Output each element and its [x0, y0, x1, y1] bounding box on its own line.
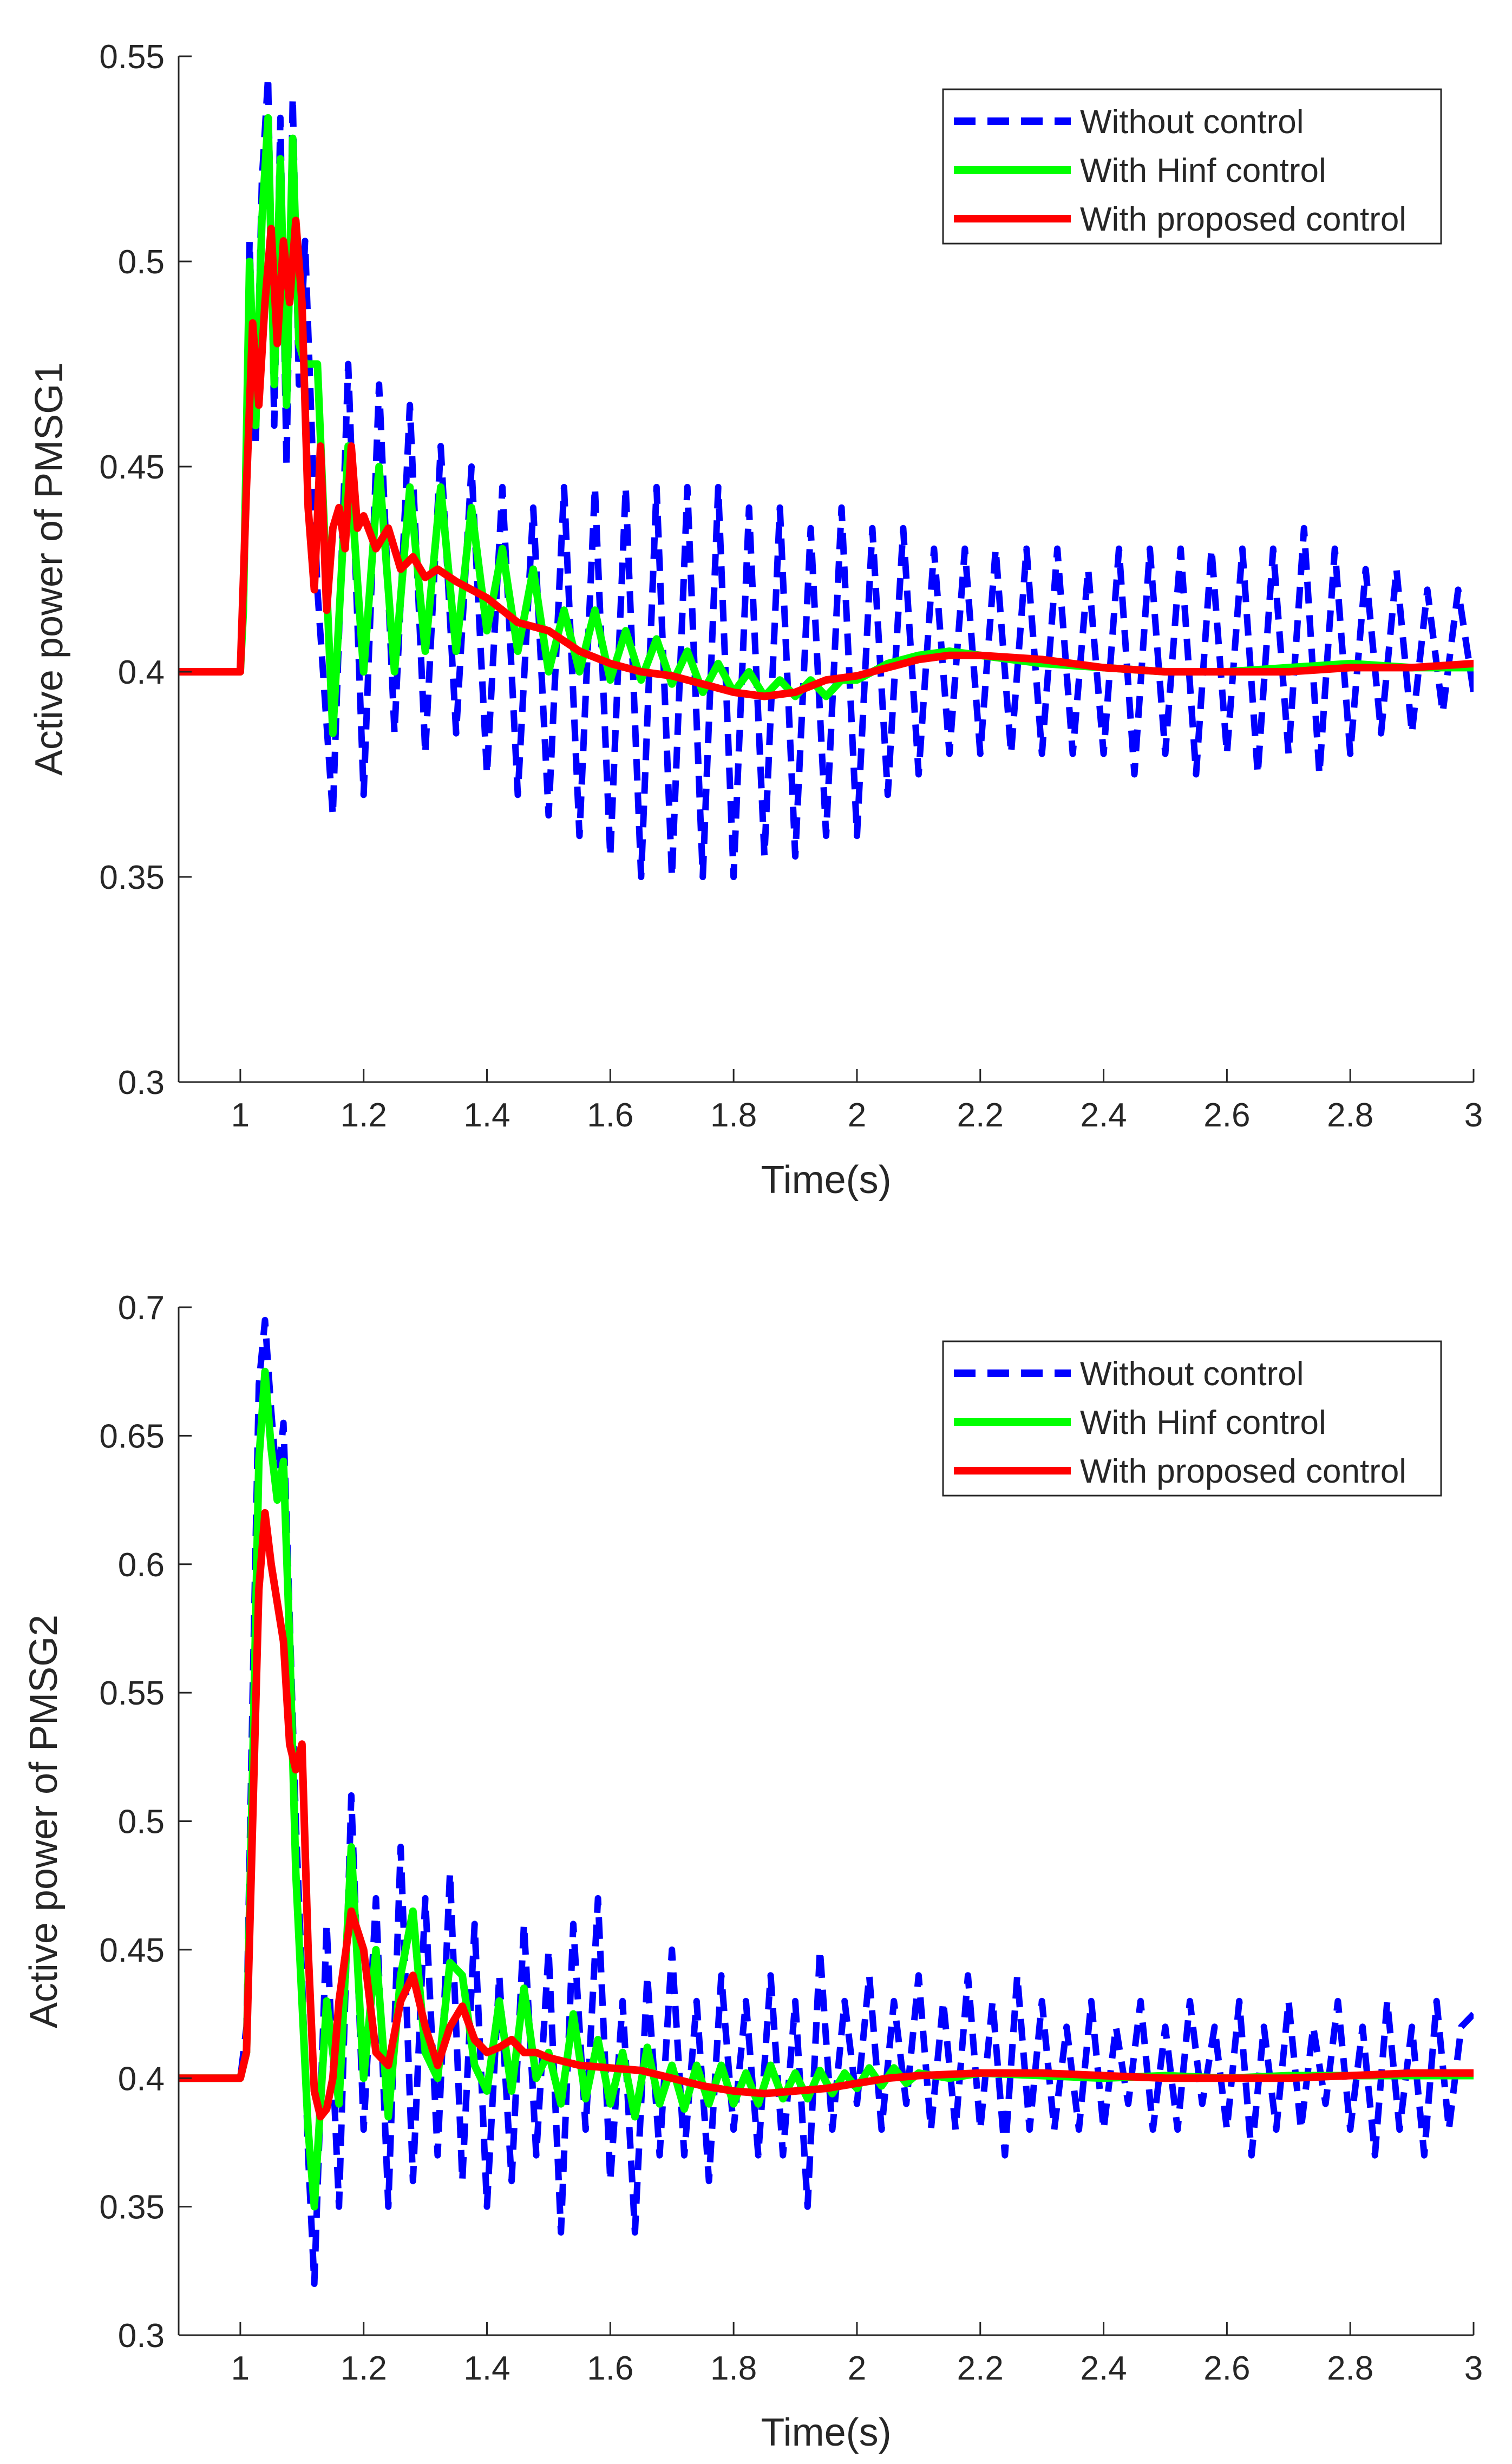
series-line-without-control	[179, 1316, 1474, 2288]
y-tick-label: 0.3	[118, 2317, 165, 2355]
x-axis-label: Time(s)	[761, 2411, 891, 2454]
y-tick-label: 0.4	[118, 654, 165, 691]
plot-area-pmsg1	[179, 73, 1474, 880]
x-tick-label: 1	[231, 2350, 250, 2387]
x-tick-label: 2	[848, 1097, 866, 1134]
legend-label-hinf-control: With Hinf control	[1080, 1404, 1326, 1441]
axes-pmsg1	[178, 56, 1474, 1083]
y-tick-label: 0.7	[118, 1289, 165, 1327]
legend-label-hinf-control: With Hinf control	[1080, 152, 1326, 189]
y-tick-label: 0.65	[99, 1418, 165, 1455]
legend-label-without-control: Without control	[1080, 1355, 1304, 1393]
ticks-pmsg2: 1 1.2 1.4 1.6 1.8 2 2.2 2.4 2.6 2.8 3 0.3 0.35 0.4 0.4…	[99, 1289, 1483, 2387]
series-line-proposed-control	[179, 1509, 1474, 2121]
x-tick-label: 1.6	[587, 1097, 633, 1134]
x-tick-label: 2.4	[1080, 1097, 1127, 1134]
y-tick-label: 0.4	[118, 2060, 165, 2098]
x-tick-label: 2.2	[957, 2350, 1004, 2387]
x-tick-label: 1.4	[463, 2350, 510, 2387]
x-tick-label: 1.6	[587, 2350, 633, 2387]
y-tick-label: 0.3	[118, 1064, 165, 1102]
x-tick-label: 2.8	[1327, 1097, 1373, 1134]
y-axis-label: Active power of PMSG1	[28, 362, 71, 776]
y-tick-label: 0.35	[99, 2189, 165, 2226]
y-tick-label: 0.35	[99, 859, 165, 896]
ticks-pmsg1: 1 1.2 1.4 1.6 1.8 2 2.2 2.4 2.6 2.8 3 0.3 0.35 0.4 0.4…	[99, 38, 1483, 1134]
x-axis-label: Time(s)	[761, 1158, 891, 1202]
y-tick-label: 0.5	[118, 244, 165, 281]
series-line-hinf-control	[179, 1367, 1474, 2211]
x-tick-label: 2.6	[1203, 2350, 1250, 2387]
y-axis-label: Active power of PMSG2	[22, 1615, 66, 2028]
y-tick-label: 0.55	[99, 1675, 165, 1712]
x-tick-label: 2.8	[1327, 2350, 1373, 2387]
x-tick-label: 3	[1464, 1097, 1483, 1134]
chart-pmsg1: 1 1.2 1.4 1.6 1.8 2 2.2 2.4 2.6 2.8 3 0.3 0.35 0.4 0.4…	[28, 38, 1483, 1202]
x-tick-label: 1.2	[341, 2350, 387, 2387]
y-tick-label: 0.45	[99, 1932, 165, 1969]
x-tick-label: 1.4	[463, 1097, 510, 1134]
legend-pmsg2: Without control With Hinf control With p…	[942, 1340, 1442, 1497]
x-tick-label: 2	[848, 2350, 866, 2387]
x-tick-label: 1.8	[710, 1097, 757, 1134]
plot-area-pmsg2	[179, 1316, 1474, 2288]
x-tick-label: 1	[231, 1097, 250, 1134]
legend-label-proposed-control: With proposed control	[1080, 1453, 1406, 1490]
chart-pmsg2: 1 1.2 1.4 1.6 1.8 2 2.2 2.4 2.6 2.8 3 0.3 0.35 0.4 0.4…	[22, 1289, 1483, 2454]
series-line-hinf-control	[179, 114, 1474, 737]
x-tick-label: 2.4	[1080, 2350, 1127, 2387]
y-tick-label: 0.45	[99, 449, 165, 486]
series-line-proposed-control	[179, 217, 1474, 700]
legend-pmsg1: Without control With Hinf control With p…	[942, 88, 1442, 245]
y-tick-label: 0.55	[99, 38, 165, 76]
y-tick-label: 0.6	[118, 1546, 165, 1584]
x-tick-label: 2.2	[957, 1097, 1004, 1134]
y-tick-label: 0.5	[118, 1804, 165, 1841]
series-line-without-control	[179, 73, 1474, 880]
x-tick-label: 2.6	[1203, 1097, 1250, 1134]
x-tick-label: 1.2	[341, 1097, 387, 1134]
x-tick-label: 3	[1464, 2350, 1483, 2387]
x-tick-label: 1.8	[710, 2350, 757, 2387]
legend-label-proposed-control: With proposed control	[1080, 201, 1406, 238]
legend-label-without-control: Without control	[1080, 103, 1304, 141]
